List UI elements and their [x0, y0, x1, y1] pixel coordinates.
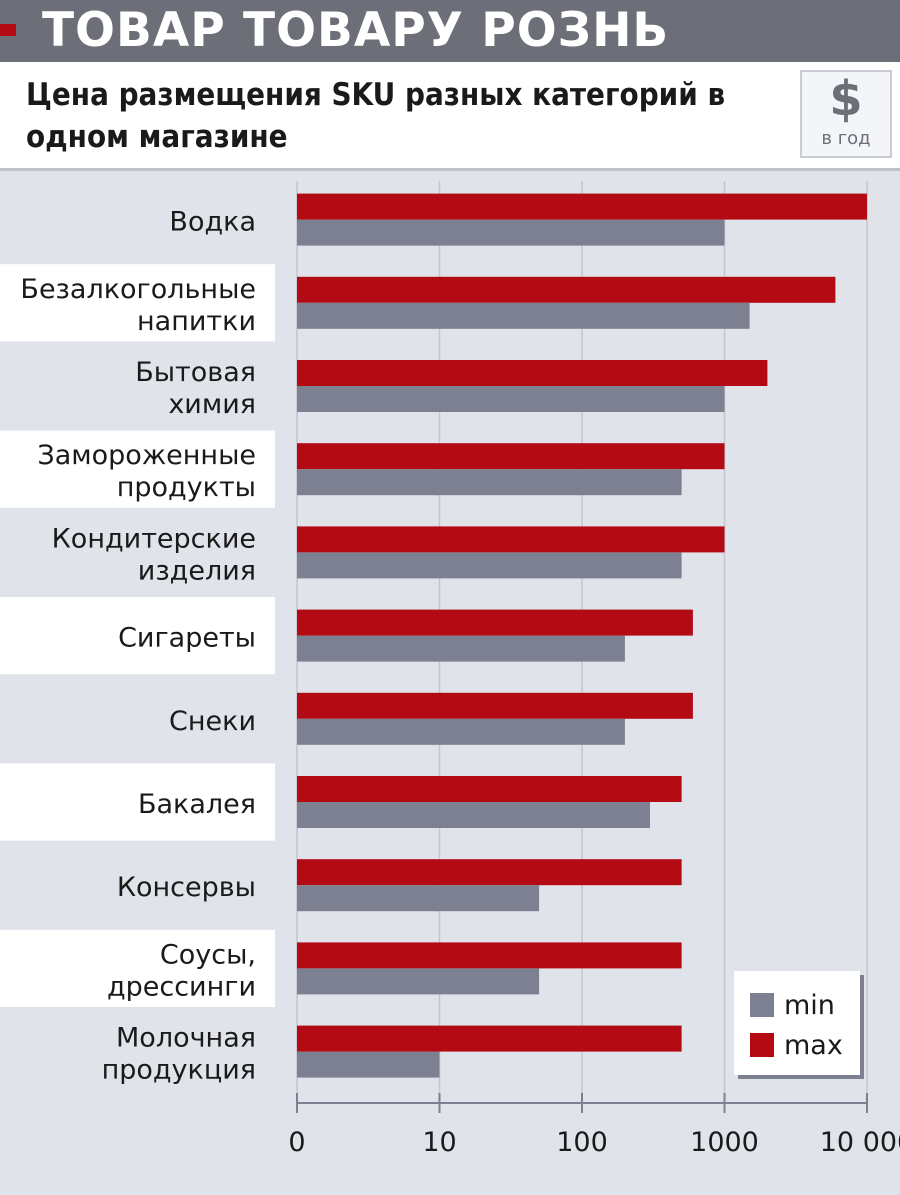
label-stripe: [0, 430, 275, 508]
label-stripe: [0, 264, 275, 342]
page-title: ТОВАР ТОВАРУ РОЗНЬ: [42, 3, 670, 58]
bar-max: [297, 360, 768, 386]
dollar-icon: $: [829, 71, 863, 127]
bar-min: [297, 302, 750, 329]
bar-max: [297, 1025, 682, 1052]
bar-max: [297, 276, 836, 303]
legend-box: [734, 971, 860, 1075]
bar-max: [297, 609, 693, 636]
bar-max: [297, 692, 693, 719]
chart-area: Водка Безалкогольные напитки Бытовая химия За…: [0, 171, 900, 1195]
category-label: Кондитерские изделия: [52, 523, 256, 586]
category-label: Водка: [169, 207, 256, 238]
subtitle-band: Цена размещения SKU разных категорий в о…: [0, 62, 900, 171]
bar-min: [297, 802, 650, 828]
category-label: Соусы, дрессинги: [107, 939, 256, 1002]
bar-min: [297, 386, 725, 412]
bar-max: [297, 526, 725, 553]
category-label: Консервы: [117, 872, 256, 903]
category-label: Бытовая химия: [135, 357, 256, 420]
bar-max: [297, 776, 682, 802]
bar-min: [297, 885, 540, 912]
category-label: Молочная продукция: [102, 1023, 256, 1086]
label-stripe: [0, 929, 275, 1007]
bar-max: [297, 859, 682, 886]
x-tick-label: 100: [556, 1127, 608, 1158]
bar-max: [297, 942, 682, 969]
bar-min: [297, 968, 540, 995]
category-label: Замороженные продукты: [37, 440, 256, 503]
x-tick-label: 10: [422, 1127, 456, 1158]
legend-label-max: max: [784, 1030, 843, 1061]
unit-label: в год: [821, 128, 871, 149]
bar-min: [297, 552, 682, 579]
x-tick-label: 0: [288, 1127, 305, 1158]
category-label: Сигареты: [118, 623, 256, 654]
bar-min: [297, 219, 725, 246]
category-label: Снеки: [169, 706, 256, 737]
bar-chart: Водка Безалкогольные напитки Бытовая химия За…: [0, 181, 900, 1158]
unit-badge: $ в год: [800, 70, 892, 158]
legend-swatch-min: [750, 993, 774, 1017]
bar-min: [297, 1051, 440, 1078]
x-tick-label: 10 000: [820, 1127, 900, 1158]
bar-max: [297, 443, 725, 470]
x-tick-label: 1000: [690, 1127, 759, 1158]
category-label: Безалкогольные напитки: [20, 274, 256, 337]
legend-label-min: min: [784, 990, 835, 1021]
label-stripe: [0, 597, 275, 675]
chart-subtitle: Цена размещения SKU разных категорий в о…: [26, 77, 726, 155]
bar-max: [297, 193, 867, 220]
bar-min: [297, 718, 625, 745]
header-band: ТОВАР ТОВАРУ РОЗНЬ: [0, 0, 900, 62]
legend-swatch-max: [750, 1033, 774, 1057]
label-stripe: [0, 763, 275, 841]
bar-min: [297, 469, 682, 496]
category-label: Бакалея: [138, 789, 256, 820]
bar-min: [297, 635, 625, 662]
header-accent-marker: [0, 24, 16, 36]
